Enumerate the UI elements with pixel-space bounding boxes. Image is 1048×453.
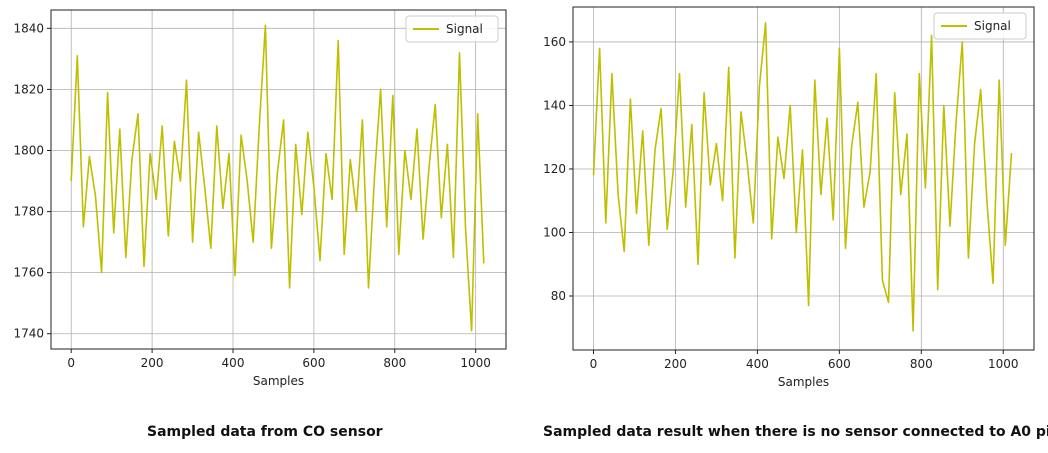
nosensor-y-tick-label: 140	[543, 98, 566, 112]
nosensor-y-tick-label: 100	[543, 225, 566, 239]
co-legend-label: Signal	[446, 22, 483, 36]
caption-no-sensor: Sampled data result when there is no sen…	[543, 424, 1048, 440]
chart-co-sensor-svg: 0 200 400 600 800 1000 1740 1760 1780 1800 1820 184…	[13, 9, 507, 388]
nosensor-x-tick-label: 800	[910, 357, 933, 371]
co-x-tick-label: 800	[383, 356, 406, 370]
co-x-tick-label: 200	[141, 356, 164, 370]
co-legend-box	[405, 15, 499, 43]
co-x-tick-label: 400	[222, 356, 245, 370]
chart-no-sensor-svg: 0 200 400 600 800 1000 80 100 120 140 160 Samples Si…	[543, 6, 1035, 389]
chart-no-sensor: 0 200 400 600 800 1000 80 100 120 140 160 Samples Si…	[524, 0, 1048, 400]
nosensor-x-axis-label: Samples	[778, 375, 829, 389]
nosensor-x-tick-label: 200	[664, 357, 687, 371]
co-y-tick-label: 1800	[13, 143, 44, 157]
nosensor-x-tick-label: 1000	[988, 357, 1019, 371]
caption-co-sensor: Sampled data from CO sensor	[147, 424, 383, 440]
nosensor-x-tick-label: 600	[828, 357, 851, 371]
co-x-tick-label: 600	[302, 356, 325, 370]
nosensor-y-tick-label: 120	[543, 162, 566, 176]
nosensor-plot-frame	[572, 6, 1035, 351]
co-y-tick-label: 1740	[13, 327, 44, 341]
co-x-axis-label: Samples	[253, 374, 304, 388]
co-y-tick-label: 1840	[13, 21, 44, 35]
co-x-tick-label: 1000	[460, 356, 491, 370]
nosensor-series-line	[592, 22, 1013, 332]
nosensor-y-tick-label: 160	[543, 35, 566, 49]
nosensor-x-tick-label: 0	[590, 357, 598, 371]
co-y-tick-label: 1760	[13, 266, 44, 280]
nosensor-legend-label: Signal	[974, 19, 1011, 33]
nosensor-x-tick-label: 400	[746, 357, 769, 371]
chart-co-sensor: 0 200 400 600 800 1000 1740 1760 1780 1800 1820 184…	[0, 0, 524, 400]
nosensor-y-tick-label: 80	[551, 289, 566, 303]
co-x-tick-label: 0	[67, 356, 75, 370]
co-y-tick-label: 1780	[13, 205, 44, 219]
co-plot-frame	[50, 9, 507, 350]
co-y-tick-label: 1820	[13, 82, 44, 96]
nosensor-legend-box	[933, 12, 1027, 40]
co-series-line	[70, 24, 485, 332]
